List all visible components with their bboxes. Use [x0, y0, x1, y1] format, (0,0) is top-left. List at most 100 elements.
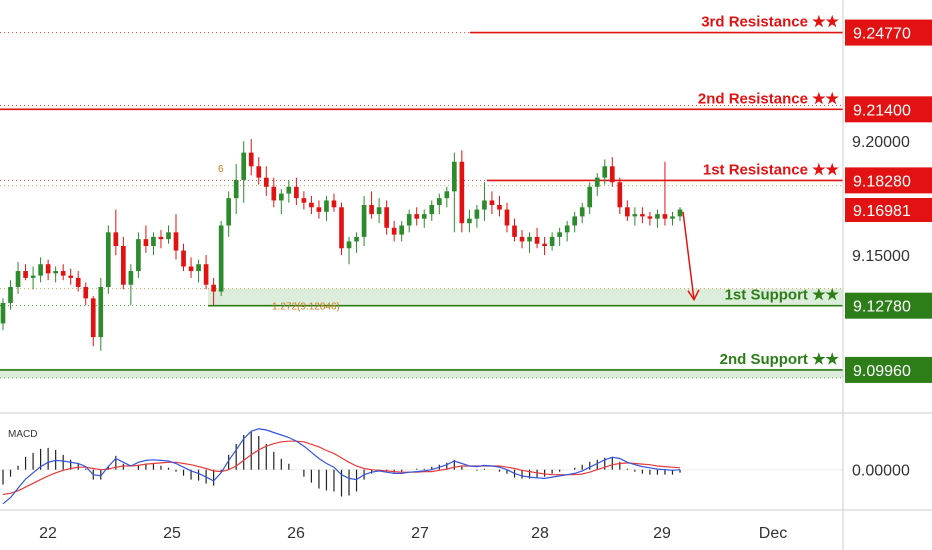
candle	[324, 195, 329, 221]
time-tick-label: Dec	[759, 525, 787, 542]
candle	[143, 225, 149, 253]
current-price-tag-value: 9.16981	[853, 203, 911, 220]
candle	[602, 159, 608, 185]
level-label-1: 3rd Resistance ★★	[701, 14, 839, 31]
candle	[181, 243, 186, 272]
candle	[354, 232, 359, 253]
candle-body	[587, 186, 593, 208]
candle-body	[339, 207, 344, 249]
candle-body	[519, 236, 525, 242]
candle-body	[121, 246, 126, 285]
candle-body	[594, 177, 600, 187]
candle-body	[15, 271, 21, 287]
candle	[587, 182, 593, 215]
candle-body	[301, 198, 307, 203]
candle-body	[136, 239, 141, 272]
candle-body	[75, 277, 81, 287]
candle-body	[263, 177, 269, 187]
candle	[459, 150, 465, 233]
candle	[421, 209, 427, 228]
candle	[617, 177, 623, 215]
candle	[640, 207, 645, 224]
candle-body	[218, 225, 224, 292]
level-tag-bg-4	[845, 292, 932, 319]
candle	[647, 211, 653, 226]
candle-body	[369, 205, 374, 215]
candle	[662, 161, 668, 226]
candle	[105, 225, 111, 294]
candle-body	[444, 191, 450, 199]
candle-body	[286, 186, 292, 194]
level-tag-value-3: 9.18280	[853, 173, 911, 190]
candle-body	[391, 227, 397, 235]
candle-body	[113, 232, 119, 246]
fib-level-label: 6	[218, 164, 224, 175]
candle-body	[527, 236, 532, 242]
candle-body	[670, 216, 675, 219]
candle-body	[30, 275, 36, 278]
projection-arrow-line	[682, 211, 695, 300]
candle	[151, 232, 156, 256]
candle-body	[143, 239, 149, 246]
candle-body	[655, 214, 660, 219]
time-tick-label: 25	[163, 525, 181, 542]
candle	[30, 266, 36, 290]
candle	[188, 257, 194, 278]
candle-body	[429, 205, 435, 215]
candle-body	[294, 186, 299, 199]
candle-body	[632, 214, 638, 217]
support-zones	[0, 288, 843, 378]
candle	[60, 264, 66, 281]
candle	[45, 259, 51, 281]
candle	[504, 202, 510, 233]
candle	[436, 193, 442, 215]
candle-body	[504, 209, 510, 226]
candle	[467, 209, 472, 233]
candle	[294, 177, 299, 205]
candle-body	[211, 284, 216, 292]
candle	[196, 259, 201, 283]
candle	[542, 236, 547, 256]
candle-body	[90, 298, 96, 338]
time-tick-label: 26	[287, 525, 305, 542]
candle-body	[384, 207, 389, 228]
candle	[248, 138, 254, 176]
candle	[68, 268, 74, 285]
candle	[406, 209, 412, 233]
candle	[8, 280, 13, 310]
candle	[226, 191, 231, 237]
candle-body	[0, 302, 6, 324]
candle	[128, 264, 134, 306]
candle	[594, 173, 600, 196]
candle-body	[23, 271, 28, 278]
candle-body	[602, 166, 608, 178]
candle-body	[248, 152, 254, 167]
candle	[121, 236, 126, 290]
candle-body	[474, 209, 480, 219]
candle-body	[497, 205, 502, 210]
candle	[233, 164, 239, 215]
candle	[579, 202, 585, 224]
candle	[173, 214, 179, 260]
candle-body	[151, 236, 156, 246]
candle	[286, 179, 292, 203]
macd-tick-label: 0.00000	[852, 463, 910, 480]
candle	[414, 207, 420, 226]
candle-body	[128, 271, 134, 285]
level-tag-bg-3	[845, 167, 932, 194]
candle-body	[271, 186, 277, 201]
candle	[655, 209, 660, 228]
candle-body	[414, 214, 420, 219]
candle	[497, 195, 502, 217]
candle	[391, 220, 397, 242]
candle	[136, 232, 141, 278]
candle-body	[158, 236, 164, 240]
candle-body	[482, 200, 487, 210]
time-tick-label: 29	[653, 525, 671, 542]
level-lines: 3rd Resistance ★★ 2nd Resistance ★★ 1st Re…	[0, 14, 843, 379]
candle-body	[625, 207, 630, 217]
candle-body	[549, 236, 555, 246]
candle	[75, 271, 81, 292]
candle	[384, 200, 389, 235]
